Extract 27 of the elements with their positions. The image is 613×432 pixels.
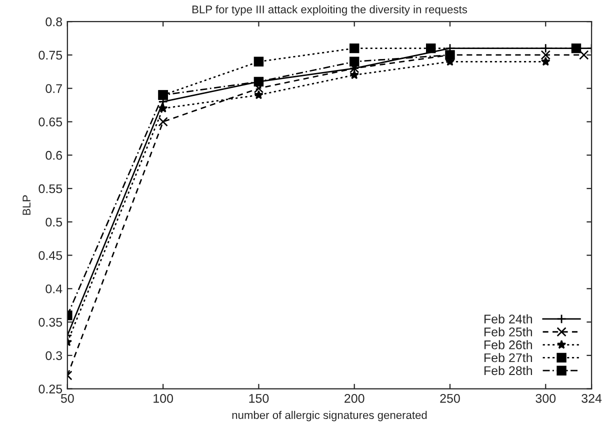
y-tick-label: 0.75 (38, 50, 62, 60)
y-tick-label: 0.4 (46, 284, 62, 294)
legend-label: Feb 27th (484, 352, 532, 362)
legend-label: Feb 28th (484, 366, 532, 376)
x-tick-label: 200 (344, 394, 364, 403)
y-tick-label: 0.45 (38, 251, 62, 260)
x-tick-label: 50 (60, 394, 74, 403)
x-tick-label: 100 (154, 394, 174, 403)
y-tick-label: 0.5 (46, 218, 62, 227)
x-tick-label: 250 (440, 394, 460, 403)
x-tick-label: 150 (249, 394, 269, 403)
y-tick-label: 0.6 (46, 150, 62, 160)
y-tick-label: 0.3 (46, 351, 62, 360)
x-axis-title: number of allergic signatures generated (232, 410, 427, 422)
legend-label: Feb 25th (484, 327, 532, 336)
legend-label: Feb 24th (484, 314, 532, 324)
y-tick-label: 0.8 (46, 17, 62, 26)
y-tick-label: 0.55 (38, 184, 62, 194)
y-tick-label: 0.65 (38, 118, 62, 126)
x-tick-label: 324 (582, 394, 602, 403)
y-tick-label: 0.7 (46, 84, 62, 94)
x-tick-label: 300 (536, 394, 556, 403)
chart-title: BLP for type III attack exploiting the diversity in requests (192, 5, 468, 16)
y-axis-title: BLP (22, 195, 30, 215)
legend-label: Feb 26th (484, 340, 532, 350)
y-tick-label: 0.25 (38, 384, 62, 394)
y-tick-label: 0.35 (38, 318, 62, 327)
